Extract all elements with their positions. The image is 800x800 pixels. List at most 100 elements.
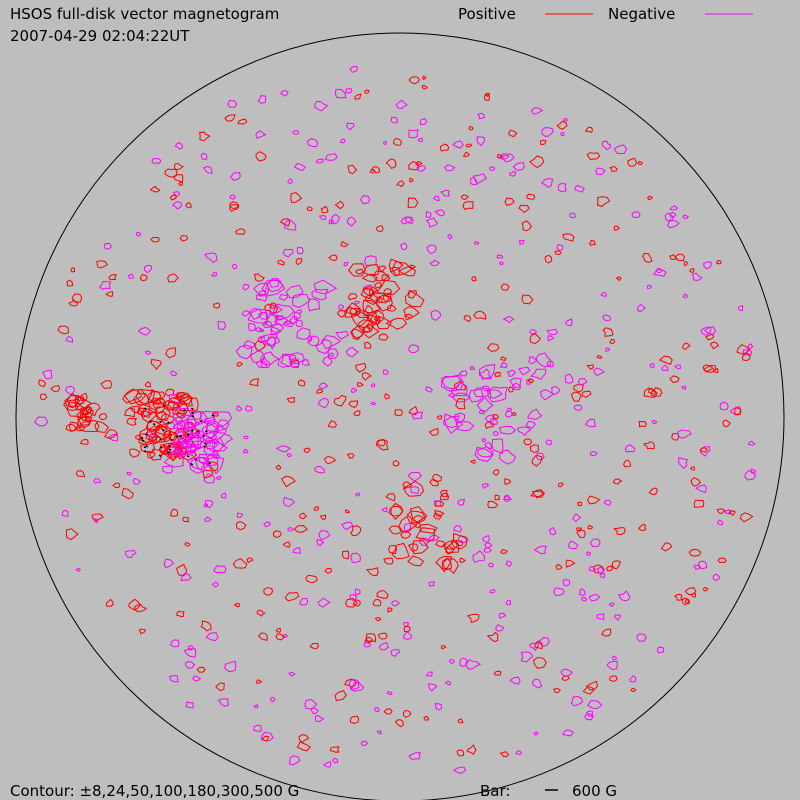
contour [252,704,259,709]
contour [169,508,179,517]
contour [613,527,626,536]
contour [328,254,338,261]
contour [293,524,309,533]
contour [66,279,74,287]
contour [484,414,496,423]
contour [269,304,283,315]
contour [532,656,547,669]
contour [375,438,389,451]
contour [167,273,179,283]
contour [444,164,456,172]
contour [358,319,374,333]
contour [546,360,554,368]
contour [350,525,362,537]
contour [192,675,202,682]
contour [586,152,601,161]
contour [432,473,443,483]
contour [498,612,507,619]
contour [716,508,727,515]
contour [602,314,612,322]
contour [580,596,588,602]
contour [298,734,310,744]
contour [244,405,253,412]
contour [651,419,658,425]
contour [162,433,172,443]
contour [229,201,240,210]
contour [642,441,655,450]
contour [383,557,394,565]
contour [428,581,435,587]
contour [184,445,197,453]
contour [144,381,152,388]
contour [471,276,477,282]
contour [484,92,490,97]
contour [350,681,365,692]
contour [638,420,647,428]
contour [151,157,162,165]
contour [404,216,414,224]
contour [65,335,74,343]
contour [539,139,547,146]
contour [570,391,582,402]
contour-layer [33,65,757,775]
contour [573,404,583,411]
contour [328,352,335,357]
vector-tick [143,446,147,449]
contour [291,547,301,554]
contour [452,766,467,775]
contour [349,594,358,602]
contour [648,487,658,496]
contour [203,473,216,484]
contour [433,512,443,520]
contour [293,311,302,320]
contour [346,453,355,459]
contour [530,489,545,498]
contour [529,332,541,345]
vector-tick [208,462,212,465]
contour [296,309,303,315]
contour [487,386,508,403]
contour [314,715,325,723]
contour [196,666,206,673]
contour [596,355,603,359]
contour [605,347,611,353]
contour [103,242,113,250]
contour [205,632,219,642]
contour [466,744,477,756]
contour [492,469,500,476]
vector-tick [159,420,162,424]
contour [132,478,141,485]
contour [581,390,592,398]
contour [282,541,291,548]
contour [448,658,455,664]
contour [736,344,751,355]
contour [172,191,181,198]
contour [350,310,369,328]
contour [249,378,260,387]
contour [750,468,757,474]
contour [71,293,83,303]
contour [307,298,321,312]
contour [318,215,327,221]
contour [396,180,405,188]
contour [70,267,76,273]
contour [381,273,391,282]
contour [535,452,545,461]
contour [320,205,329,214]
vector-tick [191,411,194,414]
contour [137,326,152,336]
contour [411,411,424,420]
contour [171,201,183,210]
contour [402,709,412,718]
contour [94,518,99,524]
contour [424,386,433,393]
contour [148,433,162,445]
contour [492,414,499,420]
contour [172,407,193,425]
contour [319,514,326,521]
contour [279,293,289,301]
contour [587,524,594,530]
contour [499,449,517,465]
contour [624,444,636,453]
contour [317,597,331,608]
